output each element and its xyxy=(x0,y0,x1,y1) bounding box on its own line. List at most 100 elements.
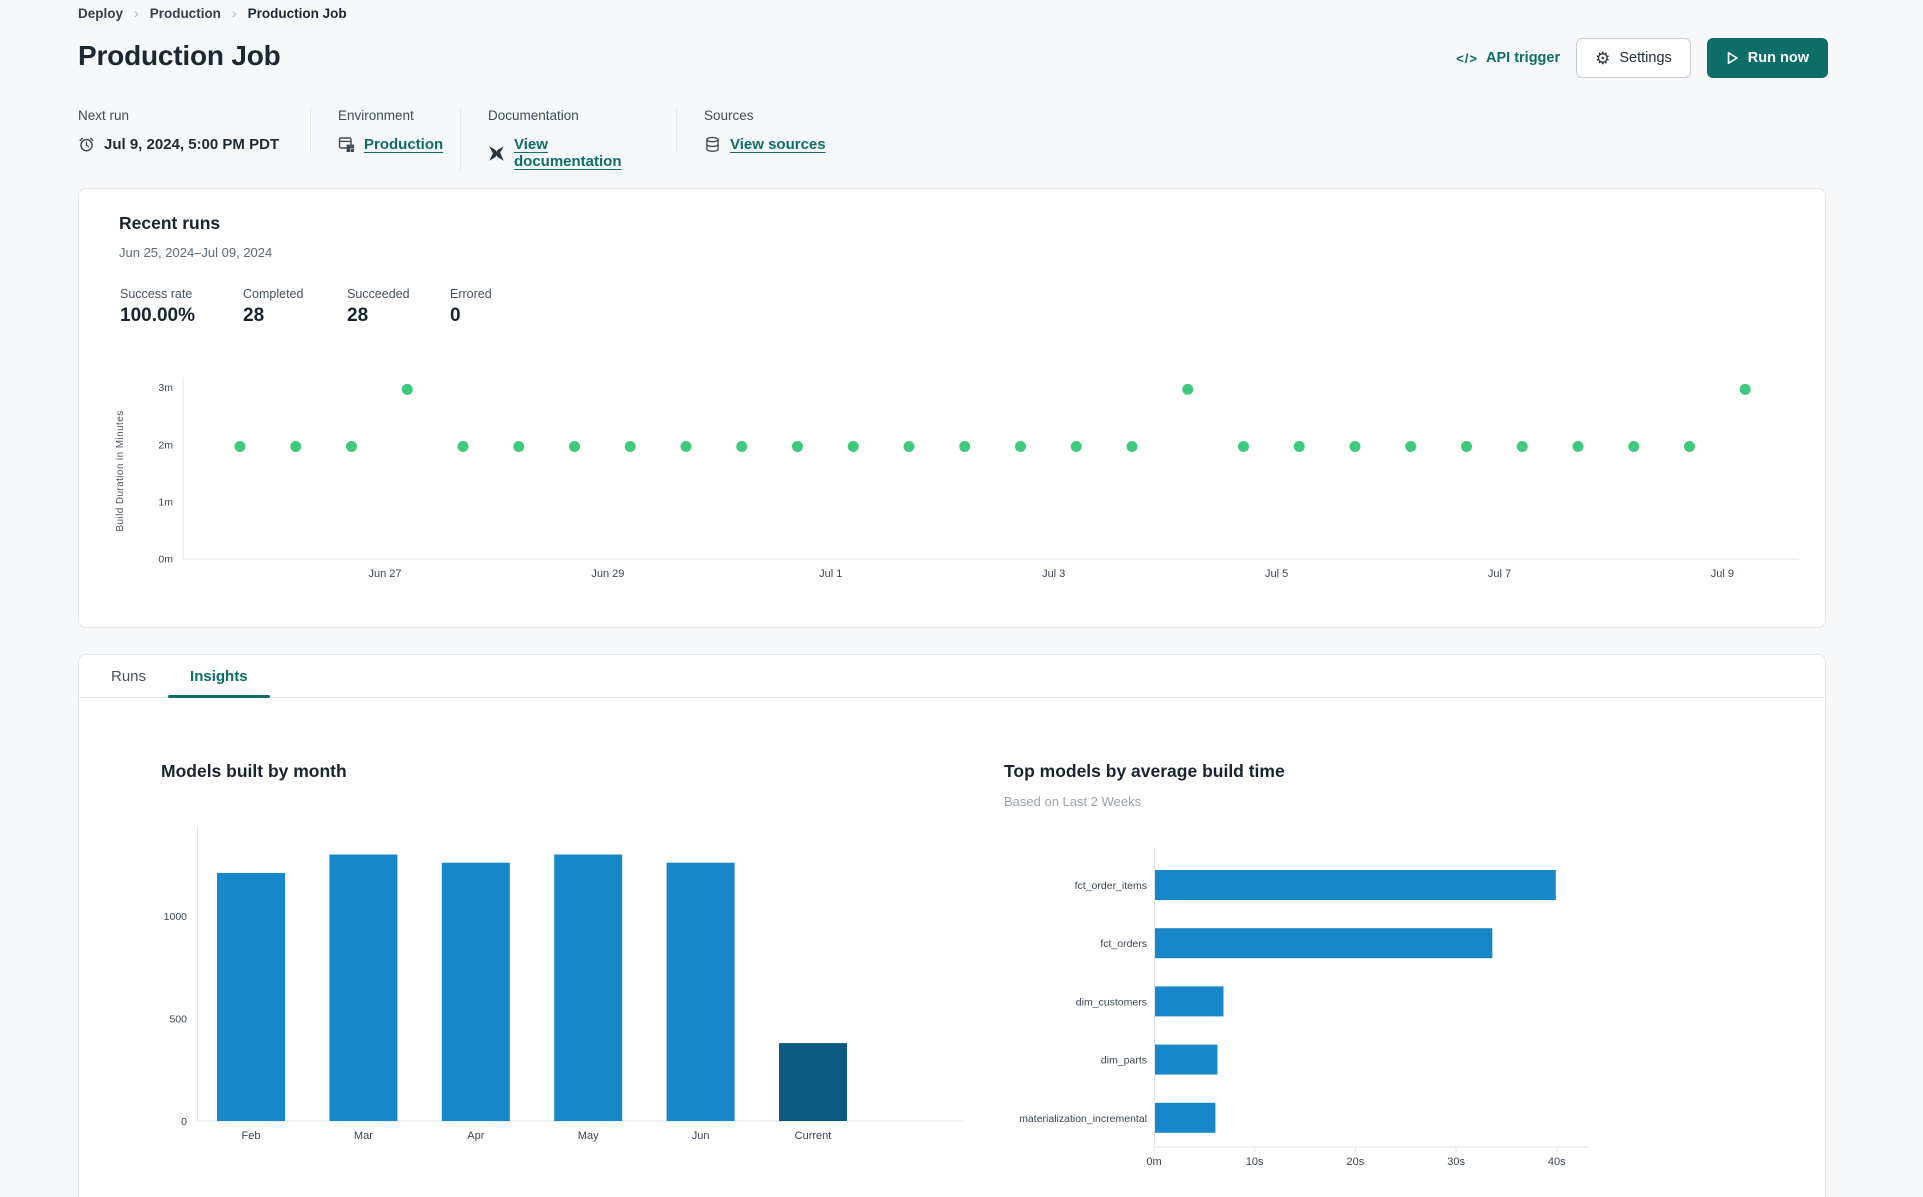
svg-text:Jul 5: Jul 5 xyxy=(1265,568,1288,580)
run-dot[interactable] xyxy=(736,441,748,453)
svg-text:Current: Current xyxy=(795,1130,832,1142)
models-by-month-chart: 0 500 1000 Feb Mar Apr May Jun Current xyxy=(164,826,964,1142)
month-bar-may[interactable] xyxy=(554,854,623,1122)
job-meta-row: Next run Jul 9, 2024, 5:00 PM PDT Enviro… xyxy=(78,108,853,170)
view-sources-link[interactable]: View sources xyxy=(730,136,826,153)
run-dot[interactable] xyxy=(1684,441,1695,453)
next-run-label: Next run xyxy=(78,108,130,123)
database-icon xyxy=(704,136,721,153)
run-dot[interactable] xyxy=(234,441,246,453)
documentation-label: Documentation xyxy=(488,108,579,123)
model-bar-fct_order_items[interactable] xyxy=(1155,870,1556,900)
run-dot[interactable] xyxy=(847,441,859,453)
run-dot[interactable] xyxy=(1070,441,1082,453)
run-dot[interactable] xyxy=(1238,441,1249,453)
svg-text:0m: 0m xyxy=(158,554,173,566)
run-dot[interactable] xyxy=(569,441,580,453)
month-bar-feb[interactable] xyxy=(217,872,285,1121)
run-stat-value: 100.00% xyxy=(120,305,196,326)
meta-environment: Environment Production xyxy=(310,108,460,153)
svg-text:0m: 0m xyxy=(1146,1156,1161,1168)
tab-label: Insights xyxy=(190,667,248,685)
run-dot[interactable] xyxy=(290,441,302,453)
run-stat-value: 0 xyxy=(450,305,461,326)
header-actions: </> API trigger ⚙ Settings Run now xyxy=(1456,38,1828,78)
tab-runs[interactable]: Runs xyxy=(89,655,168,697)
run-dot[interactable] xyxy=(792,441,803,453)
meta-sources: Sources View sources xyxy=(676,108,853,153)
model-bar-fct_orders[interactable] xyxy=(1155,928,1493,959)
tab-insights[interactable]: Insights xyxy=(168,655,270,698)
run-dot[interactable] xyxy=(1628,441,1640,453)
run-stat: Success rate 100.00% xyxy=(120,287,243,327)
run-dot[interactable] xyxy=(1126,441,1138,453)
run-dot[interactable] xyxy=(346,441,357,453)
run-now-label: Run now xyxy=(1747,50,1809,66)
svg-text:Jun: Jun xyxy=(692,1130,710,1142)
svg-text:Jul 1: Jul 1 xyxy=(819,568,842,580)
environment-label: Environment xyxy=(338,108,414,123)
svg-text:40s: 40s xyxy=(1548,1156,1566,1168)
svg-text:Jul 9: Jul 9 xyxy=(1711,568,1734,580)
run-dot[interactable] xyxy=(1349,441,1361,453)
api-trigger-link[interactable]: </> API trigger xyxy=(1456,50,1560,66)
run-dot[interactable] xyxy=(1572,441,1584,453)
run-dot[interactable] xyxy=(959,441,971,453)
model-bar-dim_customers[interactable] xyxy=(1155,986,1224,1017)
run-dot[interactable] xyxy=(457,441,469,453)
view-documentation-link[interactable]: View documentation xyxy=(514,136,622,170)
svg-text:10s: 10s xyxy=(1246,1156,1264,1168)
page-title: Production Job xyxy=(78,40,281,71)
build-duration-chart: Build Duration in Minutes 0m 1m 2m 3m Jun 27 J… xyxy=(115,377,1799,580)
run-dot[interactable] xyxy=(680,441,692,453)
breadcrumb: Deploy › Production › Production Job xyxy=(78,5,347,21)
run-dot[interactable] xyxy=(1516,441,1528,453)
breadcrumb-item: Production Job xyxy=(247,5,347,21)
run-stat-value: 28 xyxy=(347,305,369,326)
recent-runs-card: Recent runs Jun 25, 2024–Jul 09, 2024 Su… xyxy=(78,188,1826,628)
svg-text:materialization_incremental: materialization_incremental xyxy=(1019,1113,1147,1125)
model-bar-dim_parts[interactable] xyxy=(1155,1044,1218,1075)
run-dot[interactable] xyxy=(1015,441,1026,453)
run-stat-label: Success rate xyxy=(120,287,193,301)
svg-text:fct_order_items: fct_order_items xyxy=(1075,880,1147,892)
play-icon xyxy=(1727,52,1738,64)
month-bar-jun[interactable] xyxy=(666,862,735,1121)
breadcrumb-item[interactable]: Production xyxy=(149,5,221,21)
svg-text:30s: 30s xyxy=(1447,1156,1465,1168)
run-stat-value: 28 xyxy=(243,305,265,326)
svg-text:1000: 1000 xyxy=(164,911,188,923)
model-bar-materialization_incremental[interactable] xyxy=(1155,1102,1216,1133)
run-stat: Errored 0 xyxy=(450,287,492,327)
run-dot[interactable] xyxy=(1739,383,1751,395)
run-dot[interactable] xyxy=(624,441,636,453)
month-bar-current[interactable] xyxy=(779,1043,847,1121)
run-stat-label: Errored xyxy=(450,287,492,301)
tab-bar: Runs Insights xyxy=(79,655,1825,698)
run-dot[interactable] xyxy=(1461,441,1472,453)
svg-text:Jun 27: Jun 27 xyxy=(368,568,401,580)
svg-text:Build Duration in Minutes: Build Duration in Minutes xyxy=(115,410,126,531)
run-dot[interactable] xyxy=(903,441,915,453)
run-stat: Completed 28 xyxy=(243,287,347,327)
svg-text:20s: 20s xyxy=(1347,1156,1365,1168)
run-dot[interactable] xyxy=(401,383,413,395)
environment-link[interactable]: Production xyxy=(364,136,444,153)
run-dot[interactable] xyxy=(1293,441,1305,453)
svg-text:Jul 7: Jul 7 xyxy=(1488,568,1511,580)
run-dot[interactable] xyxy=(513,441,525,453)
svg-text:Feb: Feb xyxy=(242,1130,261,1142)
svg-text:May: May xyxy=(578,1130,599,1142)
svg-text:fct_orders: fct_orders xyxy=(1100,938,1147,950)
run-now-button[interactable]: Run now xyxy=(1706,38,1828,78)
alarm-clock-icon xyxy=(78,136,95,153)
breadcrumb-item[interactable]: Deploy xyxy=(78,5,124,21)
month-bar-apr[interactable] xyxy=(441,862,510,1121)
run-dot[interactable] xyxy=(1405,441,1417,453)
next-run-value: Jul 9, 2024, 5:00 PM PDT xyxy=(104,136,280,153)
settings-button[interactable]: ⚙ Settings xyxy=(1576,38,1691,78)
month-bar-mar[interactable] xyxy=(329,854,398,1122)
run-dot[interactable] xyxy=(1182,383,1194,395)
sources-label: Sources xyxy=(704,108,754,123)
run-stat-label: Completed xyxy=(243,287,304,301)
